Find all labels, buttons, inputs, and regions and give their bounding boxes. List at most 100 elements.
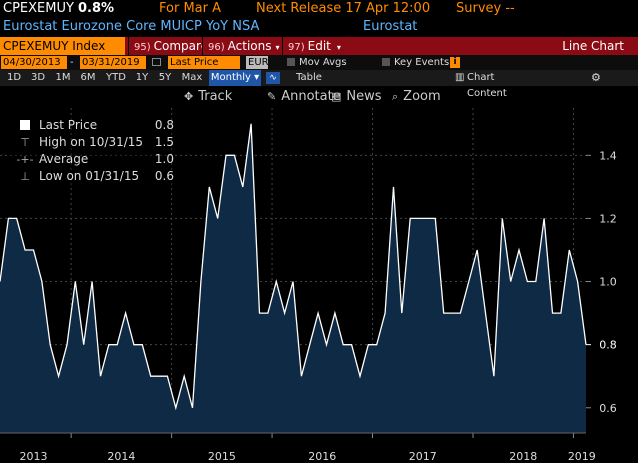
legend-last-price: Last Price 0.8 (14, 117, 174, 134)
ticker-field[interactable]: CPEXEMUY Index (0, 37, 125, 55)
key-events-checkbox[interactable] (382, 58, 390, 66)
legend-low: ⊥ Low on 01/31/15 0.6 (14, 168, 174, 185)
last-value: 0.8% (78, 1, 115, 16)
annotate-tool[interactable]: ✎ Annotate (267, 88, 341, 106)
legend-last-label: Last Price (39, 118, 98, 132)
last-value-label: 0.8 (599, 339, 617, 352)
x-tick-label: 2013 (19, 450, 47, 463)
legend-average-value: 1.0 (154, 152, 174, 166)
crosshair-icon: ✥ (184, 90, 194, 103)
period-1d[interactable]: 1D (6, 72, 22, 83)
gear-icon[interactable]: ⚙ (591, 71, 601, 84)
legend-low-value: 0.6 (154, 169, 174, 183)
x-tick-label: 2016 (308, 450, 336, 463)
x-tick-label: 2014 (107, 450, 135, 463)
key-events-label: Key Events (394, 57, 450, 68)
calendar-icon[interactable] (152, 58, 161, 66)
zoom-label: Zoom (403, 89, 441, 104)
next-release: Next Release 17 Apr 12:00 (256, 1, 431, 16)
period-ytd[interactable]: YTD (106, 72, 126, 83)
high-marker-icon: ⊤ (20, 136, 30, 149)
start-date-field[interactable]: 04/30/2013 (1, 56, 67, 69)
news-label: News (346, 89, 382, 104)
last-value-badge-bg (587, 336, 623, 353)
period-3d[interactable]: 3D (30, 72, 46, 83)
period-max[interactable]: Max (181, 72, 203, 83)
x-tick-label: 2019 (568, 450, 596, 463)
period-bar: 1D 3D 1M 6M YTD 1Y 5Y Max Monthly ▾ ∿ Ta… (0, 70, 638, 99)
survey: Survey -- (456, 1, 515, 16)
actions-number: 96) (208, 42, 225, 53)
y-tick-label: 1.4 (599, 149, 617, 162)
track-label: Track (198, 89, 233, 104)
line-chart-icon[interactable]: ∿ (266, 72, 280, 84)
last-value-badge: 0.8 (586, 336, 623, 353)
edit-button[interactable]: 97) Edit ▾ (282, 37, 346, 55)
security-header: CPEXEMUY 0.8% For Mar A Next Release 17 … (0, 0, 638, 18)
x-tick-label: 2015 (208, 450, 236, 463)
chart-tools: ✥ Track ✎ Annotate ▤ News ⌕ Zoom (0, 86, 638, 108)
low-marker-icon: ⊥ (20, 170, 30, 183)
edit-number: 97) (288, 42, 305, 53)
legend-high: ⊤ High on 10/31/15 1.5 (14, 134, 174, 151)
mov-avgs-checkbox[interactable] (287, 58, 295, 66)
legend-average-label: Average (39, 152, 89, 166)
news-tool[interactable]: ▤ News (331, 88, 382, 106)
news-icon: ▤ (331, 90, 342, 103)
period-1y[interactable]: 1Y (135, 72, 149, 83)
chart-content-icon[interactable]: ▥ (455, 72, 465, 83)
period-1m[interactable]: 1M (55, 72, 71, 83)
currency-selector[interactable]: EUR (246, 56, 269, 69)
chevron-down-icon: ▾ (336, 43, 341, 52)
legend-high-label: High on 10/31/15 (39, 135, 144, 149)
chart-type-label[interactable]: Line Chart (562, 39, 624, 53)
info-icon[interactable]: i (450, 57, 460, 68)
y-axis: 1.4 1.2 1.0 0.6 (586, 149, 617, 415)
magnifier-icon: ⌕ (392, 90, 399, 103)
legend[interactable]: Last Price 0.8 ⊤ High on 10/31/15 1.5 -+… (8, 116, 174, 186)
legend-last-value: 0.8 (154, 118, 174, 132)
for-period: For Mar A (159, 1, 221, 16)
edit-label: Edit (307, 39, 331, 53)
chevron-down-icon: ▾ (254, 72, 260, 83)
x-tick-label: 2017 (409, 450, 437, 463)
source: Eurostat (363, 19, 418, 34)
frequency-selector[interactable]: Monthly ▾ (209, 70, 261, 86)
y-tick-label: 0.6 (599, 402, 617, 415)
ticker-symbol: CPEXEMUY (3, 1, 74, 16)
zoom-tool[interactable]: ⌕ Zoom (392, 88, 441, 106)
table-button[interactable]: Table (296, 72, 322, 83)
average-marker-icon: -+- (16, 153, 34, 166)
period-5y[interactable]: 5Y (158, 72, 172, 83)
date-separator: - (70, 57, 74, 68)
legend-low-label: Low on 01/31/15 (39, 169, 140, 183)
description: Eurostat Eurozone Core MUICP YoY NSA (3, 19, 260, 34)
legend-average: -+- Average 1.0 (14, 151, 174, 168)
price-line (0, 123, 587, 411)
frequency-label: Monthly (210, 72, 251, 83)
y-tick-label: 1.0 (599, 276, 617, 289)
field-selector[interactable]: Last Price (168, 56, 240, 69)
chart-plot[interactable]: 1.41.21.00.6 2013 2014 2015 2016 2017 2018 201… (0, 108, 638, 463)
legend-swatch (14, 117, 36, 135)
chart-content-button[interactable]: Chart Content (467, 72, 507, 99)
track-tool[interactable]: ✥ Track (184, 88, 232, 106)
actions-button[interactable]: 96) Actions ▾ (202, 37, 285, 55)
chevron-down-icon: ▾ (275, 43, 280, 52)
description-row: Eurostat Eurozone Core MUICP YoY NSA Eur… (0, 18, 638, 36)
period-6m[interactable]: 6M (80, 72, 96, 83)
pencil-icon: ✎ (267, 90, 277, 103)
end-date-field[interactable]: 03/31/2019 (80, 56, 146, 69)
legend-high-value: 1.5 (154, 135, 174, 149)
chart-controls: 04/30/2013 - 03/31/2019 Last Price EUR M… (0, 55, 638, 70)
mov-avgs-label: Mov Avgs (299, 57, 347, 68)
actions-label: Actions (227, 39, 272, 53)
x-tick-label: 2018 (509, 450, 537, 463)
toolbar: CPEXEMUY Index 95) Compare 96) Actions ▾ 97… (0, 37, 638, 55)
y-tick-label: 1.2 (599, 212, 617, 225)
compare-number: 95) (134, 42, 151, 53)
area-fill (0, 123, 586, 434)
compare-label: Compare (153, 39, 209, 53)
x-axis: 2013 2014 2015 2016 2017 2018 2019 (0, 432, 596, 463)
compare-button[interactable]: 95) Compare (128, 37, 214, 55)
